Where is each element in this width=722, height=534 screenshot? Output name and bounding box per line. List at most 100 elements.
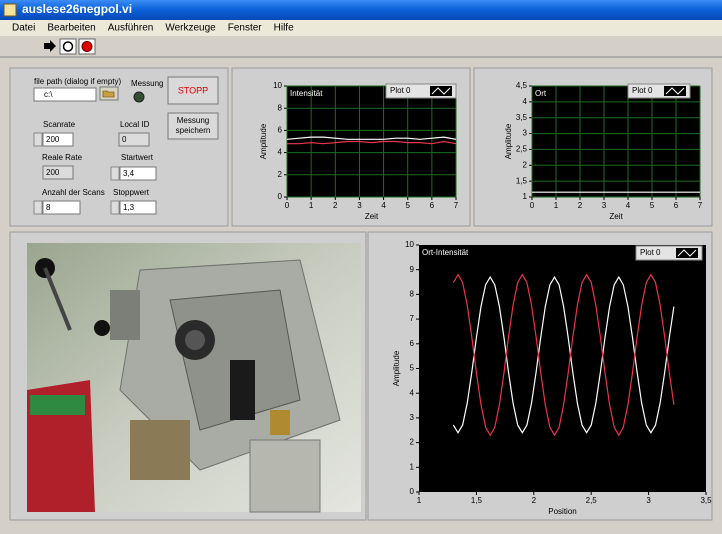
run-continuous-button[interactable]: [59, 38, 77, 55]
app-icon: [3, 3, 17, 17]
toolbar: [0, 36, 722, 56]
label: Anzahl der Scans: [42, 188, 105, 197]
path-input[interactable]: [33, 87, 97, 102]
y-tick-label: 2: [410, 438, 415, 447]
button-label: speichern: [176, 126, 211, 135]
menu-item[interactable]: Hilfe: [274, 23, 294, 34]
folder-icon: [102, 90, 115, 98]
y-axis-label: Amplitude: [259, 123, 268, 159]
y-tick-label: 8: [410, 290, 415, 299]
numeric-input[interactable]: [119, 166, 157, 181]
numeric-indicator: [118, 132, 150, 147]
x-tick-label: 2,5: [586, 496, 598, 505]
x-axis-label: Position: [548, 507, 576, 516]
x-tick-label: 5: [650, 201, 655, 210]
spinner[interactable]: [33, 200, 43, 215]
y-tick-label: 4,5: [516, 81, 528, 90]
value: 3,4: [123, 169, 135, 178]
spinner[interactable]: [110, 200, 120, 215]
y-tick-label: 2: [278, 170, 283, 179]
x-axis-label: Zeit: [365, 212, 379, 221]
value: 0: [122, 135, 127, 144]
label: Local ID: [120, 120, 150, 129]
x-tick-label: 1,5: [471, 496, 483, 505]
chart-title: Ort-Intensität: [422, 248, 469, 257]
label: Stoppwert: [113, 188, 150, 197]
x-tick-label: 7: [454, 201, 459, 210]
legend-line: [677, 249, 697, 257]
legend-label: Plot 0: [632, 86, 653, 95]
spinner[interactable]: [33, 132, 43, 147]
y-tick-label: 10: [405, 240, 414, 249]
y-tick-label: 0: [278, 192, 283, 201]
stop-button[interactable]: [167, 76, 219, 105]
x-tick-label: 0: [285, 201, 290, 210]
plot-line: [452, 273, 675, 437]
value: 200: [46, 135, 60, 144]
plot-line: [286, 136, 457, 140]
y-tick-label: 4: [410, 388, 415, 397]
numeric-input[interactable]: [119, 200, 157, 215]
abort-icon: [81, 41, 93, 52]
legend-label: Plot 0: [640, 248, 661, 257]
y-tick-label: 7: [410, 314, 415, 323]
plot-line: [452, 275, 675, 434]
value: 200: [46, 168, 60, 177]
window-title: auslese26negpol.vi: [22, 2, 132, 16]
x-tick-label: 6: [430, 201, 435, 210]
y-tick-label: 4: [523, 97, 528, 106]
menu-item[interactable]: Datei: [12, 23, 35, 34]
menu-item[interactable]: Werkzeuge: [165, 23, 216, 34]
x-tick-label: 2: [333, 201, 338, 210]
chart-title: Intensität: [290, 89, 323, 98]
y-tick-label: 6: [410, 339, 415, 348]
label: Reale Rate: [42, 153, 83, 162]
y-tick-label: 5: [410, 364, 415, 373]
title-bar: [0, 0, 722, 20]
x-tick-label: 3: [357, 201, 362, 210]
value: 8: [46, 203, 51, 212]
spinner[interactable]: [110, 166, 120, 181]
plot-area: [419, 245, 706, 492]
x-tick-label: 7: [698, 201, 703, 210]
menu-item[interactable]: Fenster: [228, 23, 263, 34]
plot-line: [287, 140, 457, 145]
x-tick-label: 1: [554, 201, 559, 210]
label: file path (dialog if empty): [34, 77, 121, 86]
menu-bar: [0, 20, 722, 36]
legend-label: Plot 0: [390, 86, 411, 95]
y-tick-label: 4: [278, 148, 283, 157]
y-tick-label: 1: [410, 462, 415, 471]
plot-area: [532, 86, 700, 197]
value: 1,3: [123, 203, 135, 212]
y-axis-label: Amplitude: [392, 350, 401, 386]
y-tick-label: 3,5: [516, 113, 528, 122]
numeric-indicator: [42, 165, 74, 180]
button-label: STOPP: [178, 85, 208, 95]
button-label: Messung: [177, 116, 209, 125]
x-tick-label: 3: [602, 201, 607, 210]
menu-item[interactable]: Ausführen: [108, 23, 154, 34]
run-button[interactable]: [44, 40, 56, 52]
x-tick-label: 3: [646, 496, 651, 505]
run-continuous-icon: [62, 41, 74, 52]
x-tick-label: 1: [417, 496, 422, 505]
legend-line: [431, 87, 451, 95]
photo: [27, 243, 361, 513]
x-tick-label: 6: [674, 201, 679, 210]
y-tick-label: 2,5: [516, 145, 528, 154]
x-tick-label: 2: [532, 496, 537, 505]
menu-item[interactable]: Bearbeiten: [47, 23, 95, 34]
label: Startwert: [121, 153, 154, 162]
numeric-input[interactable]: [42, 200, 81, 215]
x-axis-label: Zeit: [609, 212, 623, 221]
chart-title: Ort: [535, 89, 547, 98]
y-axis-label: Amplitude: [504, 123, 513, 159]
y-tick-label: 1: [523, 192, 528, 201]
y-tick-label: 10: [273, 81, 282, 90]
save-button[interactable]: [167, 112, 219, 140]
y-tick-label: 6: [278, 126, 283, 135]
x-tick-label: 1: [309, 201, 314, 210]
numeric-input[interactable]: [42, 132, 74, 147]
